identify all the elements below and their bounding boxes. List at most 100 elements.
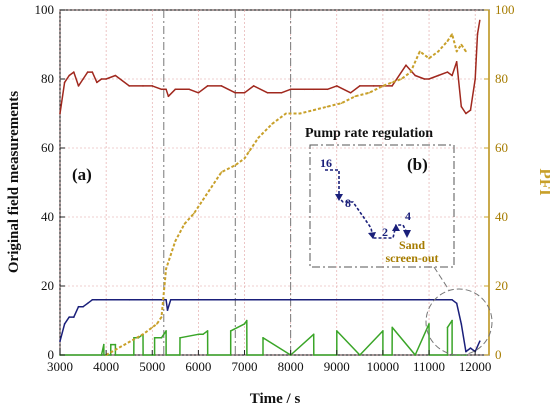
series-red-point-4: [77, 85, 80, 87]
series-gold-point-36: [465, 50, 467, 53]
inset-sand-label-2: screen-out: [385, 251, 438, 265]
series-green-point-46: [414, 354, 417, 356]
series-line-blue: [59, 299, 481, 353]
series-gold-point-30: [428, 57, 430, 60]
axes: 3000 4000 5000 6000 7000 8000 9000 10000 11000 12…: [35, 2, 515, 374]
series-blue-point-4: [77, 305, 80, 308]
series-gold-point-29: [419, 50, 421, 53]
inset-frame: [309, 144, 455, 268]
series-gold-point-11: [211, 185, 213, 187]
series-red-point-0: [59, 112, 61, 115]
inset-step-2: 2: [382, 225, 388, 239]
x-tick-label-5: 8000: [278, 359, 304, 374]
series-green-point-3: [103, 354, 105, 356]
series-gold-point-31: [437, 50, 440, 53]
series-green-point-6: [110, 343, 112, 346]
series-gold-point-34: [455, 50, 458, 53]
series-line-red: [59, 20, 481, 115]
series-green-point-26: [229, 354, 232, 356]
series-gold-point-15: [248, 150, 250, 153]
series-red-point-41: [428, 78, 430, 80]
series-red-point-3: [73, 71, 75, 73]
series-red-point-11: [114, 74, 117, 77]
series-green-point-50: [446, 326, 449, 329]
series-gold-point-28: [409, 71, 412, 73]
series-red-point-22: [220, 85, 223, 87]
inset-step-8: 8: [345, 196, 351, 210]
series-red-point-8: [96, 81, 98, 84]
inset-sand-label-1: Sand: [399, 238, 425, 252]
x-tick-label-7: 10000: [367, 359, 400, 374]
y-right-tick-label-4: 80: [495, 71, 508, 86]
panel-b-label: (b): [407, 155, 428, 174]
inset-box: Pump rate regulation (b) 16 8 2 4 Sand s…: [305, 126, 455, 268]
y-left-tick-label-1: 20: [41, 278, 54, 293]
series-red-point-39: [414, 74, 417, 77]
series-gold-point-19: [299, 112, 301, 115]
series-green-point-21: [179, 337, 181, 339]
series-blue-point-18: [289, 299, 292, 301]
series-gold-point-25: [382, 85, 384, 87]
series-red-point-34: [359, 85, 361, 87]
series-gold-point-24: [368, 92, 370, 94]
x-tick-label-3: 6000: [185, 359, 211, 374]
series-gold-point-23: [354, 95, 357, 98]
series-blue-point-26: [469, 347, 472, 349]
y-right-tick-label-0: 0: [495, 347, 502, 362]
y-right-tick-label-2: 40: [495, 209, 508, 224]
series-gold-point-26: [391, 81, 393, 84]
x-tick-label-4: 7000: [232, 359, 258, 374]
series-red-point-14: [151, 85, 154, 87]
series-green-point-1: [100, 354, 103, 356]
series-red-point-19: [188, 88, 190, 91]
series-green-point-38: [336, 330, 338, 332]
series-blue-point-7: [91, 299, 94, 301]
series-red-point-42: [437, 74, 440, 77]
series-blue-point-5: [82, 305, 84, 308]
series-blue-point-24: [460, 323, 463, 325]
series-red-point-23: [234, 92, 237, 94]
series-red-point-15: [160, 88, 163, 91]
series-green-point-22: [197, 333, 200, 336]
series-gold-point-4: [156, 323, 158, 325]
series-green-point-2: [103, 343, 105, 346]
reference-lines: [163, 10, 292, 355]
series-green-point-32: [262, 337, 264, 339]
series-red-point-1: [63, 81, 66, 84]
series-red-point-44: [451, 74, 453, 77]
pump-rate-step-path: [325, 169, 408, 239]
y-axis-label-right: PFI: [536, 168, 550, 196]
series-green-point-44: [391, 326, 394, 329]
inset-step-4: 4: [405, 209, 411, 223]
series-gold-point-17: [271, 123, 274, 125]
series-red-point-28: [289, 88, 292, 91]
series-red-point-35: [372, 85, 375, 87]
series-red-point-25: [252, 85, 255, 87]
series-blue-point-9: [105, 299, 107, 301]
series-green-point-29: [246, 319, 248, 322]
series-blue-point-1: [63, 323, 66, 325]
series-green-point-15: [153, 354, 156, 356]
inset-title: Pump rate regulation: [305, 126, 433, 141]
series-red-point-31: [326, 88, 329, 91]
series-blue-point-8: [96, 299, 98, 301]
series-gold-point-33: [451, 33, 453, 35]
series-green-point-13: [142, 354, 144, 356]
series-gold-point-5: [160, 316, 163, 318]
series-red-point-46: [460, 105, 463, 108]
series-red-point-27: [280, 92, 283, 94]
inset-connector-line: [433, 266, 450, 291]
series-red-point-45: [455, 61, 458, 63]
series-gold-point-12: [220, 171, 223, 173]
y-right-tick-label-1: 20: [495, 278, 508, 293]
x-tick-label-9: 12000: [459, 359, 492, 374]
series-blue-point-17: [243, 299, 246, 301]
series-green-point-19: [165, 354, 167, 356]
series-blue-point-16: [197, 299, 200, 301]
series-green-point-40: [359, 354, 361, 356]
series-green-point-25: [206, 354, 209, 356]
series-red-point-2: [68, 74, 70, 77]
series-green-point-31: [262, 354, 264, 356]
series-line-green: [60, 319, 466, 356]
